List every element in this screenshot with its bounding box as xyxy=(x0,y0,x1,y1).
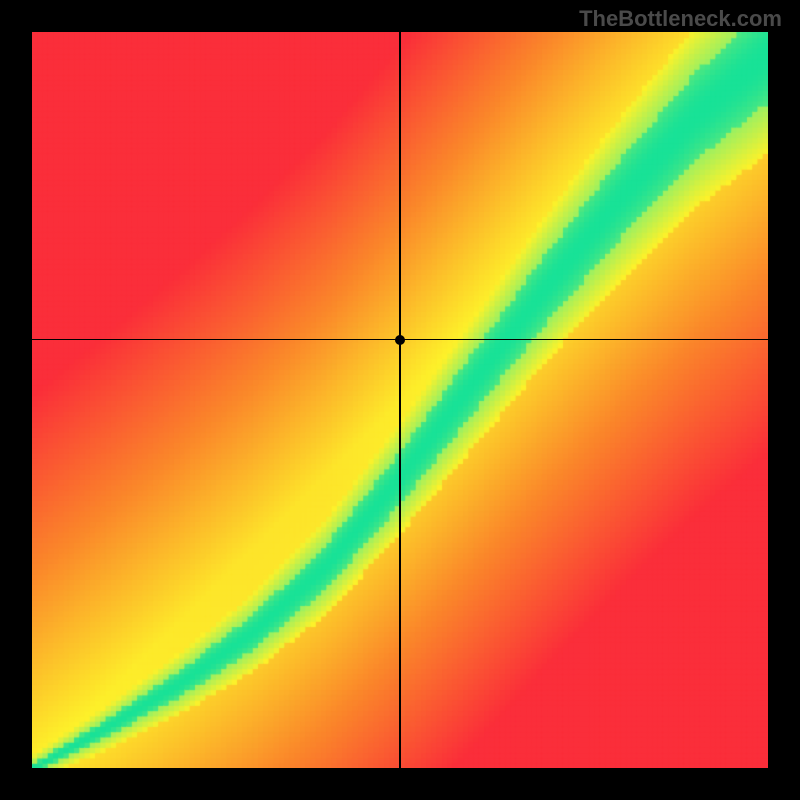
crosshair-marker xyxy=(395,335,405,345)
watermark-text: TheBottleneck.com xyxy=(579,6,782,32)
crosshair-vertical xyxy=(399,32,400,768)
